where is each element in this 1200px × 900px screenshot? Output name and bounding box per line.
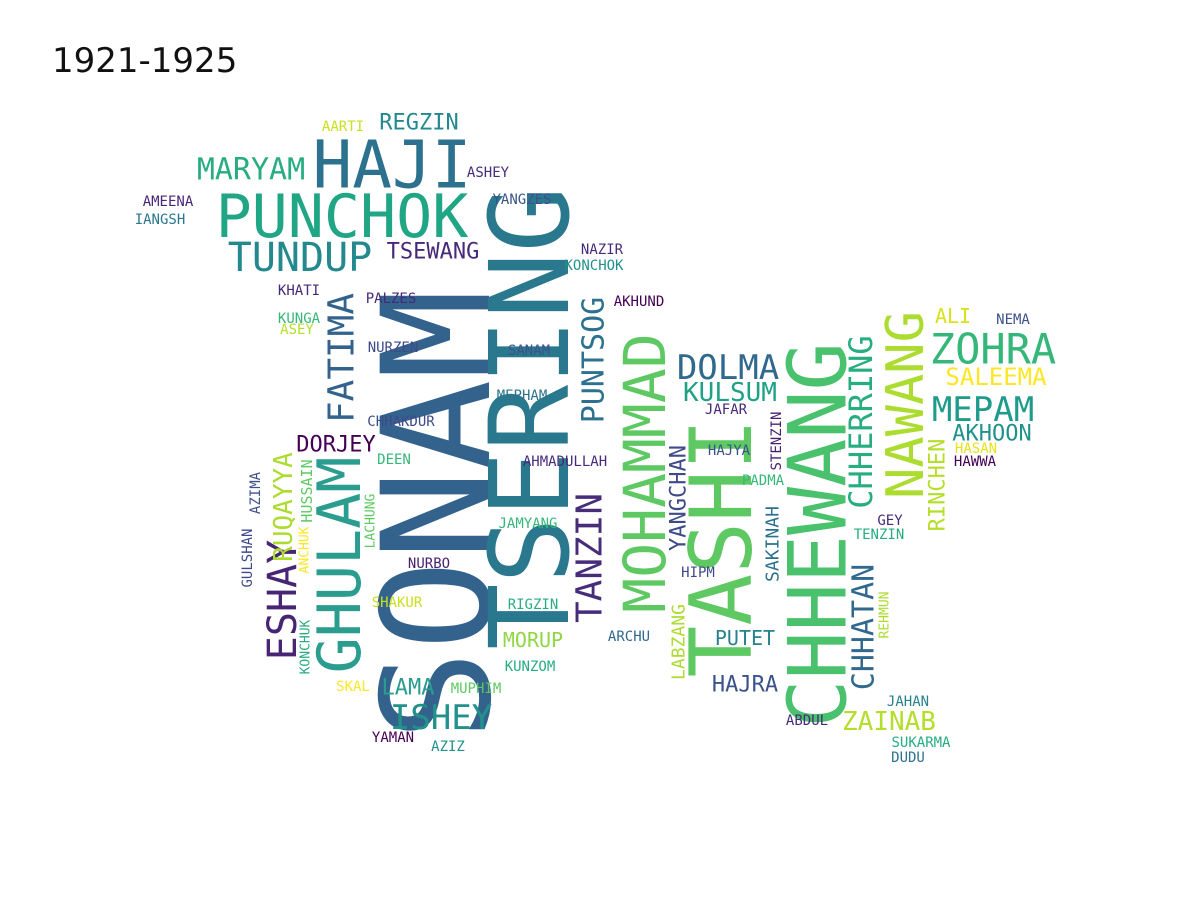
word-skal: SKAL xyxy=(336,679,370,695)
word-eshay: ESHAY xyxy=(260,540,306,660)
word-muphim: MUPHIM xyxy=(451,681,502,697)
word-nawang: NAWANG xyxy=(876,311,936,499)
word-saleema: SALEEMA xyxy=(945,363,1047,391)
word-konchuk: KONCHUK xyxy=(299,619,314,674)
word-nema: NEMA xyxy=(996,312,1030,328)
word-rehmun: REHMUN xyxy=(878,592,893,639)
word-hajra: HAJRA xyxy=(712,673,778,698)
word-mohammad: MOHAMMAD xyxy=(611,333,679,612)
word-tanzin: TANZIN xyxy=(570,493,611,623)
word-aziz: AZIZ xyxy=(431,739,465,755)
word-deen: DEEN xyxy=(377,452,411,468)
word-kulsum: KULSUM xyxy=(683,378,777,408)
word-lachung: LACHUNG xyxy=(364,493,379,548)
word-konchok: KONCHOK xyxy=(564,258,624,274)
word-ruqayya: RUQAYYA xyxy=(269,452,299,562)
word-kunga: KUNGA xyxy=(278,311,321,327)
word-sonam: SONAM xyxy=(351,289,525,741)
word-akhund: AKHUND xyxy=(614,294,665,310)
word-punchok: PUNCHOK xyxy=(216,182,469,252)
word-regzin: REGZIN xyxy=(379,111,458,136)
word-dorjey: DORJEY xyxy=(296,433,375,458)
word-fatima: FATIMA xyxy=(322,293,363,423)
word-sakinah: SAKINAH xyxy=(763,506,784,582)
word-ishey: ISHEY xyxy=(390,698,492,738)
word-hajya: HAJYA xyxy=(708,443,751,459)
word-yangzes: YANGZES xyxy=(492,192,551,208)
word-hussain: HUSSAIN xyxy=(298,459,316,522)
word-mepam: MEPAM xyxy=(932,390,1034,430)
word-archu: ARCHU xyxy=(608,629,650,645)
word-tashi: TASHI xyxy=(672,419,772,678)
word-jafar: JAFAR xyxy=(705,402,748,418)
word-ali: ALI xyxy=(935,304,971,328)
word-haji: HAJI xyxy=(313,127,472,204)
word-shakur: SHAKUR xyxy=(372,595,423,611)
word-hasan: HASAN xyxy=(955,441,997,457)
word-dolma: DOLMA xyxy=(677,348,779,388)
page-title: 1921-1925 xyxy=(52,41,238,81)
word-khati: KHATI xyxy=(278,283,320,299)
word-maryam: MARYAM xyxy=(197,153,305,188)
word-zohra: ZOHRA xyxy=(930,325,1056,374)
word-nurbo: NURBO xyxy=(408,556,450,572)
word-asey: ASEY xyxy=(280,322,314,338)
word-gulshan: GULSHAN xyxy=(240,528,256,587)
word-morup: MORUP xyxy=(503,628,563,652)
word-jamyang: JAMYANG xyxy=(498,516,557,532)
word-tenzin: TENZIN xyxy=(854,527,905,543)
word-chhakdur: CHHAKDUR xyxy=(367,414,435,430)
word-jahan: JAHAN xyxy=(887,694,929,710)
word-rinchen: RINCHEN xyxy=(926,439,951,532)
word-dudu: DUDU xyxy=(891,750,925,766)
word-gey: GEY xyxy=(877,513,903,529)
word-chhewang: CHHEWANG xyxy=(772,342,865,727)
word-tundup: TUNDUP xyxy=(228,235,373,281)
word-nazir: NAZIR xyxy=(581,242,624,258)
word-yangchan: YANGCHAN xyxy=(667,445,692,551)
word-akhoon: AKHOON xyxy=(952,422,1031,447)
word-zainab: ZAINAB xyxy=(842,707,936,737)
word-hipm: HIPM xyxy=(681,565,715,581)
word-ghulam: GHULAM xyxy=(305,457,375,674)
word-anchuk: ANCHUK xyxy=(298,526,313,573)
word-lama: LAMA xyxy=(382,676,435,701)
word-nurzen: NURZEN xyxy=(368,340,419,356)
word-iangsh: IANGSH xyxy=(135,212,186,228)
word-azima: AZIMA xyxy=(248,471,264,514)
word-mepham: MEPHAM xyxy=(497,388,548,404)
word-yaman: YAMAN xyxy=(372,730,414,746)
word-abdul: ABDUL xyxy=(786,713,828,729)
word-sanam: SANAM xyxy=(508,343,550,359)
word-labzang: LABZANG xyxy=(669,604,690,680)
word-rigzin: RIGZIN xyxy=(508,597,559,613)
word-kunzom: KUNZOM xyxy=(505,659,556,675)
word-ahmadullah: AHMADULLAH xyxy=(523,454,607,470)
word-stenzin: STENZIN xyxy=(769,411,785,470)
word-hawwa: HAWWA xyxy=(954,454,997,470)
word-sukarma: SUKARMA xyxy=(891,735,951,751)
word-tsewang: TSEWANG xyxy=(387,240,480,265)
word-padma: PADMA xyxy=(742,473,785,489)
word-ashey: ASHEY xyxy=(467,165,510,181)
word-chhatan: CHHATAN xyxy=(847,564,882,690)
word-palzes: PALZES xyxy=(366,291,417,307)
word-chherring: CHHERRING xyxy=(842,335,880,508)
word-tsering: TSERING xyxy=(466,186,594,650)
word-puntsog: PUNTSOG xyxy=(577,297,612,423)
word-ameena: AMEENA xyxy=(143,194,194,210)
word-aarti: AARTI xyxy=(322,119,364,135)
word-putet: PUTET xyxy=(715,626,775,650)
